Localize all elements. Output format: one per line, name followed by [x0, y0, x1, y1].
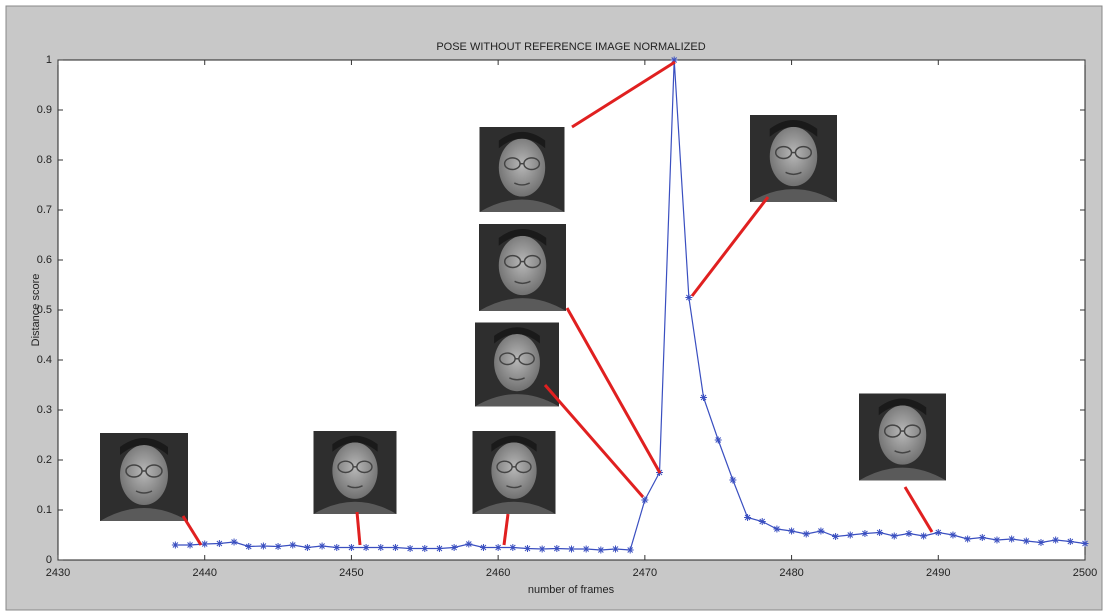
data-point: [436, 545, 443, 552]
data-point: [260, 543, 267, 550]
data-point: [216, 540, 223, 547]
y-tick-label: 0.3: [37, 404, 52, 416]
data-point: [289, 542, 296, 549]
data-point: [935, 529, 942, 536]
x-tick-label: 2490: [926, 567, 950, 579]
face-image: [750, 115, 837, 202]
data-point: [788, 528, 795, 535]
face-image: [100, 433, 188, 521]
x-tick-label: 2460: [486, 567, 510, 579]
x-tick-label: 2440: [192, 567, 216, 579]
x-tick-label: 2470: [633, 567, 657, 579]
data-point: [905, 530, 912, 537]
y-tick-label: 0.9: [37, 104, 52, 116]
face-image: [479, 224, 566, 311]
data-point: [817, 528, 824, 535]
data-point: [715, 437, 722, 444]
data-point: [964, 536, 971, 543]
data-point: [759, 518, 766, 525]
data-point: [627, 547, 634, 554]
face-image: [314, 431, 397, 514]
data-point: [524, 545, 531, 552]
data-point: [245, 543, 252, 550]
data-point: [729, 477, 736, 484]
data-point: [876, 529, 883, 536]
x-tick-label: 2500: [1073, 567, 1097, 579]
data-point: [1082, 540, 1089, 547]
y-tick-label: 0.2: [37, 454, 52, 466]
data-point: [201, 541, 208, 548]
plot-area: [58, 60, 1085, 560]
data-point: [451, 544, 458, 551]
data-point: [348, 544, 355, 551]
data-point: [509, 544, 516, 551]
y-tick-label: 1: [46, 54, 52, 66]
data-point: [832, 533, 839, 540]
data-point: [979, 534, 986, 541]
data-point: [612, 546, 619, 553]
data-point: [583, 546, 590, 553]
figure: POSE WITHOUT REFERENCE IMAGE NORMALIZED …: [0, 0, 1108, 616]
data-point: [773, 526, 780, 533]
data-point: [319, 543, 326, 550]
data-point: [993, 537, 1000, 544]
data-point: [231, 539, 238, 546]
y-tick-label: 0.1: [37, 504, 52, 516]
data-point: [920, 533, 927, 540]
face-image: [475, 323, 559, 407]
y-tick-label: 0.6: [37, 254, 52, 266]
data-point: [700, 394, 707, 401]
data-point: [172, 542, 179, 549]
x-tick-label: 2430: [46, 567, 70, 579]
data-point: [1023, 538, 1030, 545]
data-point: [407, 545, 414, 552]
y-tick-label: 0: [46, 554, 52, 566]
data-point: [1067, 538, 1074, 545]
data-point: [304, 544, 311, 551]
data-point: [861, 530, 868, 537]
data-point: [597, 547, 604, 554]
data-point: [421, 545, 428, 552]
data-point: [641, 497, 648, 504]
data-point: [744, 514, 751, 521]
y-tick-label: 0.5: [37, 304, 52, 316]
x-tick-label: 2480: [779, 567, 803, 579]
data-point: [465, 541, 472, 548]
data-point: [891, 533, 898, 540]
data-point: [333, 544, 340, 551]
face-image: [859, 394, 946, 481]
y-tick-label: 0.7: [37, 204, 52, 216]
x-axis-label: number of frames: [528, 584, 615, 596]
data-point: [495, 544, 502, 551]
data-point: [568, 546, 575, 553]
data-point: [553, 545, 560, 552]
data-point: [363, 544, 370, 551]
data-point: [392, 544, 399, 551]
data-point: [949, 532, 956, 539]
data-point: [1052, 537, 1059, 544]
data-point: [803, 531, 810, 538]
data-point: [847, 532, 854, 539]
data-point: [1037, 539, 1044, 546]
face-image: [473, 431, 556, 514]
x-tick-label: 2450: [339, 567, 363, 579]
data-point: [377, 544, 384, 551]
data-point: [1008, 536, 1015, 543]
data-point: [539, 546, 546, 553]
y-tick-label: 0.8: [37, 154, 52, 166]
y-tick-label: 0.4: [37, 354, 52, 366]
data-point: [187, 542, 194, 549]
chart-title: POSE WITHOUT REFERENCE IMAGE NORMALIZED: [436, 41, 705, 53]
data-point: [275, 543, 282, 550]
face-image: [480, 127, 565, 212]
data-point: [480, 544, 487, 551]
